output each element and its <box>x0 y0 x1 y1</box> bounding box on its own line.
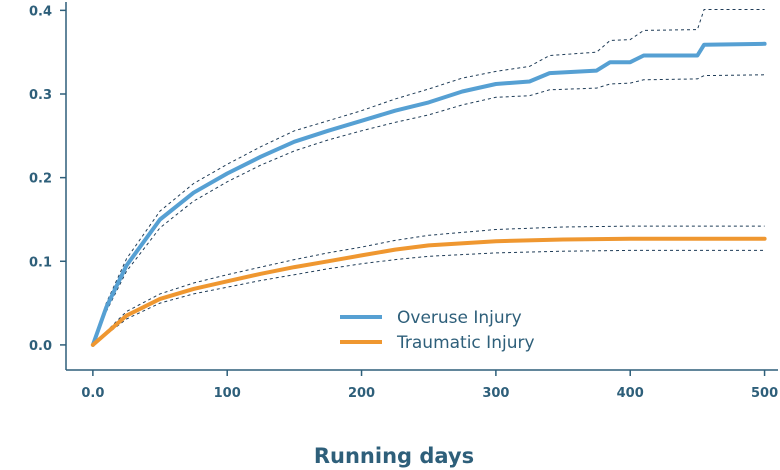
legend-label-overuse-injury: Overuse Injury <box>397 308 522 328</box>
ci-upper-overuse-injury <box>92 9 765 346</box>
y-tick-label: 0.2 <box>29 172 52 187</box>
x-tick-label: 500 <box>751 386 778 401</box>
legend: Overuse Injury Traumatic Injury <box>340 308 535 353</box>
series-overuse-injury <box>90 9 767 347</box>
y-tick-label: 0.1 <box>29 255 52 270</box>
x-tick-label: 300 <box>482 386 509 401</box>
ci-lower-traumatic-injury <box>92 249 765 346</box>
y-tick-label: 0.3 <box>29 88 52 103</box>
x-tick-label: 400 <box>617 386 644 401</box>
y-tick-label: 0.0 <box>29 339 52 354</box>
series-layer <box>90 9 767 347</box>
line-traumatic-injury <box>90 236 767 347</box>
x-axis-label: Running days <box>314 444 474 468</box>
axes <box>65 2 778 371</box>
x-tick-label: 200 <box>348 386 375 401</box>
y-tick-label: 0.4 <box>29 4 52 19</box>
x-tick-label: 0.0 <box>81 386 104 401</box>
x-ticks: 0.0 100 200 300 400 500 <box>81 370 778 401</box>
x-tick-label: 100 <box>214 386 241 401</box>
y-ticks: 0.0 0.1 0.2 0.3 0.4 <box>29 4 66 354</box>
legend-label-traumatic-injury: Traumatic Injury <box>396 333 535 353</box>
series-traumatic-injury <box>90 225 767 347</box>
line-overuse-injury <box>90 41 767 347</box>
ci-upper-traumatic-injury <box>92 225 765 346</box>
ci-lower-overuse-injury <box>92 74 765 346</box>
